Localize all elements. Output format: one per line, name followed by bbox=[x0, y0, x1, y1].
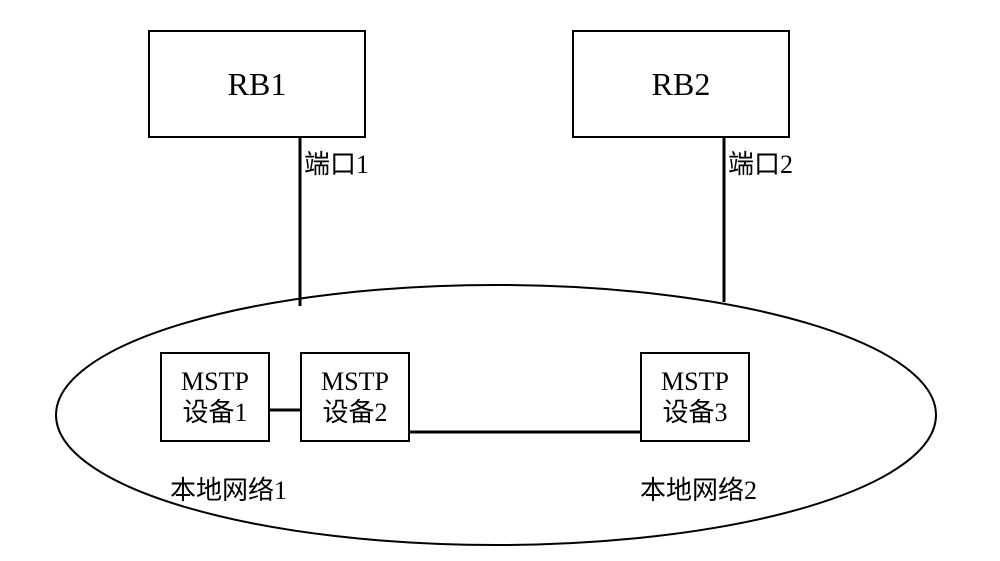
local-network-1-label: 本地网络1 bbox=[170, 470, 287, 507]
local-network-2-label: 本地网络2 bbox=[640, 470, 757, 507]
mstp2-line2: 设备2 bbox=[322, 397, 387, 428]
rb2-box: RB2 bbox=[572, 30, 790, 138]
mstp3-line1: MSTP bbox=[661, 366, 729, 397]
mstp1-line2: 设备1 bbox=[182, 397, 247, 428]
rb1-label: RB1 bbox=[228, 66, 287, 103]
port1-label: 端口1 bbox=[304, 144, 369, 181]
mstp1-line1: MSTP bbox=[181, 366, 249, 397]
mstp3-box: MSTP 设备3 bbox=[640, 352, 750, 442]
mstp2-box: MSTP 设备2 bbox=[300, 352, 410, 442]
rb1-box: RB1 bbox=[148, 30, 366, 138]
rb2-label: RB2 bbox=[652, 66, 711, 103]
mstp1-box: MSTP 设备1 bbox=[160, 352, 270, 442]
mstp2-line1: MSTP bbox=[321, 366, 389, 397]
port2-label: 端口2 bbox=[728, 144, 793, 181]
mstp3-line2: 设备3 bbox=[662, 397, 727, 428]
